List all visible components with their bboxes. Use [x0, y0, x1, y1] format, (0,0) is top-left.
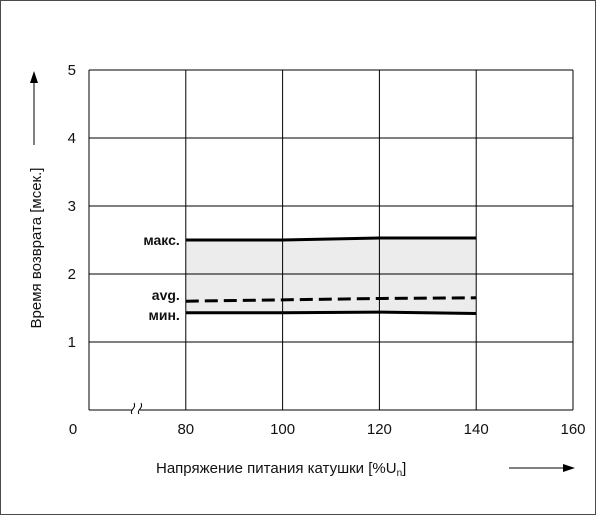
y-tick-label-3: 3: [68, 198, 76, 215]
series-line-min: [185, 310, 477, 315]
axis-break-stroke-1: [130, 402, 136, 415]
series-label-max: макс.: [143, 232, 179, 248]
y-tick-label-5: 5: [68, 62, 76, 79]
x-axis-title-subscript: n: [397, 468, 403, 479]
x-tick-label-80: 80: [177, 421, 194, 438]
series-layer: [185, 236, 477, 315]
series-line-avg: [185, 296, 477, 303]
y-tick-label-2: 2: [68, 266, 76, 283]
axis-break-stroke-2: [137, 402, 143, 415]
series-line-max: [185, 236, 477, 242]
y-tick-label-4: 4: [68, 130, 76, 147]
x-axis-title: Напряжение питания катушки [%Un]: [156, 460, 406, 479]
range-band: [185, 237, 477, 314]
grid-layer: [89, 69, 574, 410]
x-axis-break-mark: [130, 402, 143, 415]
y-tick-label-1: 1: [68, 334, 76, 351]
x-axis-title-main: Напряжение питания катушки [%U: [156, 460, 397, 477]
y-axis-title: Время возврата [мсек.]: [28, 168, 45, 329]
tick-label-layer: 0 80 100 120 140 160 1 2 3 4 5: [68, 62, 586, 438]
series-label-min: мин.: [148, 307, 179, 323]
range-band-layer: [185, 237, 477, 314]
axis-layer: [88, 70, 573, 415]
x-tick-label-60: 0: [69, 421, 77, 438]
x-tick-label-120: 120: [367, 421, 392, 438]
x-tick-label-140: 140: [464, 421, 489, 438]
x-tick-label-160: 160: [560, 421, 585, 438]
x-tick-label-100: 100: [270, 421, 295, 438]
x-axis-title-tail: ]: [402, 460, 406, 477]
series-label-layer: макс. avg. мин.: [143, 232, 179, 323]
y-axis-arrow-icon: [30, 71, 38, 145]
series-label-avg: avg.: [152, 287, 180, 303]
x-axis-arrow-icon: [509, 464, 575, 472]
